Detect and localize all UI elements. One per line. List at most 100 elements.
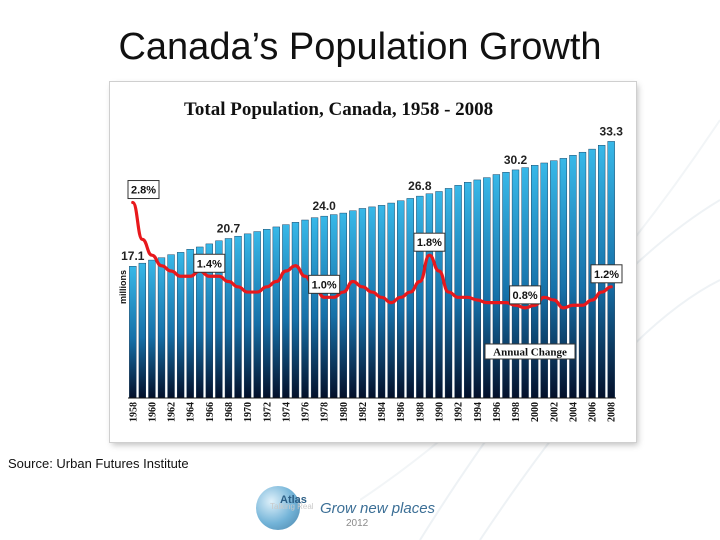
bar-1972: [263, 229, 271, 399]
change-label-box: [590, 264, 623, 284]
population-chart: Total Population, Canada, 1958 - 2008 mi…: [110, 82, 636, 442]
chart-title: Total Population, Canada, 1958 - 2008: [184, 99, 493, 120]
bar-label-1998: 30.2: [504, 153, 528, 167]
change-label-box: [308, 274, 341, 294]
change-label-text: 1.2%: [594, 269, 619, 281]
bar-1997: [502, 172, 510, 399]
change-label-1989: 1.8%: [413, 232, 446, 252]
change-label-box: [127, 180, 160, 200]
x-tick-1996: 1996: [492, 402, 503, 422]
bar-1984: [377, 205, 386, 399]
bar-1976: [301, 219, 309, 399]
change-label-1999: 0.8%: [509, 285, 542, 305]
bar-1983: [368, 206, 376, 399]
change-label-text: 1.8%: [417, 237, 442, 249]
bar-2003: [559, 158, 568, 399]
change-label-1966: 1.4%: [193, 253, 226, 273]
footer-tagline: Grow new places: [320, 500, 436, 517]
footer-year: 2012: [346, 518, 369, 529]
change-label-text: 1.4%: [197, 258, 222, 270]
globe-logo-icon: [256, 486, 300, 530]
bar-1982: [358, 208, 367, 399]
bar-1998: [511, 169, 520, 399]
bar-1999: [521, 167, 529, 399]
bar-label-1958: 17.1: [121, 249, 145, 263]
x-tick-1958: 1958: [128, 402, 139, 422]
source-note: Source: Urban Futures Institute: [8, 456, 189, 471]
annual-change-labels: 2.8% 1.4% 1.0% 1.8% 0.8% 1.2%: [127, 180, 623, 305]
bar-1961: [157, 257, 166, 399]
bar-1980: [339, 212, 347, 399]
change-label-text: 0.8%: [513, 290, 538, 302]
x-tick-2002: 2002: [549, 402, 560, 422]
bar-2005: [578, 151, 587, 399]
change-label-2008: 1.2%: [590, 264, 623, 284]
x-tick-1960: 1960: [147, 402, 158, 422]
x-tick-1990: 1990: [434, 402, 445, 422]
bar-1994: [473, 179, 481, 399]
x-tick-1994: 1994: [473, 402, 484, 422]
change-label-1978: 1.0%: [308, 274, 341, 294]
y-axis-label: millions: [118, 270, 128, 304]
bar-1978: [320, 215, 328, 399]
x-tick-1988: 1988: [415, 402, 426, 422]
bar-1977: [310, 217, 319, 399]
bar-1995: [483, 177, 491, 399]
bar-label-2008: 33.3: [600, 124, 624, 138]
x-tick-1964: 1964: [186, 402, 197, 422]
bar-2000: [531, 165, 539, 399]
chart-legend: Annual Change: [484, 343, 576, 360]
bar-1975: [291, 222, 300, 399]
x-tick-2000: 2000: [530, 402, 541, 422]
x-tick-1980: 1980: [339, 402, 350, 422]
change-label-1958: 2.8%: [127, 180, 160, 200]
x-tick-labels: 1958 1960 1962 1964 1966 1968 1970 1972 1974 1976…: [128, 402, 617, 422]
bar-1979: [330, 214, 338, 399]
bar-1996: [492, 174, 501, 399]
x-tick-1968: 1968: [224, 402, 235, 422]
bar-value-labels: 17.1 20.7 24.0 26.8 30.2 33.3: [121, 124, 623, 263]
bar-label-1978: 24.0: [312, 199, 336, 213]
bar-1970: [243, 233, 252, 399]
x-tick-1966: 1966: [205, 402, 216, 422]
change-label-box: [413, 232, 446, 252]
legend-box: [484, 343, 576, 360]
chart-frame: Total Population, Canada, 1958 - 2008 mi…: [110, 82, 636, 442]
x-tick-1974: 1974: [281, 402, 292, 422]
bar-1990: [435, 191, 443, 399]
change-label-box: [509, 285, 542, 305]
x-tick-1986: 1986: [396, 402, 407, 422]
footer-logo: Talking Real Atlas Grow new places 2012: [250, 480, 510, 536]
change-label-text: 1.0%: [312, 279, 337, 291]
footer-brand: Atlas: [280, 494, 307, 506]
bar-1962: [167, 254, 175, 399]
bar-1960: [148, 259, 156, 399]
bar-1981: [349, 210, 357, 399]
bar-2004: [569, 155, 577, 399]
x-tick-1982: 1982: [358, 402, 369, 422]
bar-2001: [540, 162, 548, 399]
change-label-text: 2.8%: [131, 185, 156, 197]
x-tick-1976: 1976: [301, 402, 312, 422]
x-tick-1970: 1970: [243, 402, 254, 422]
annual-change-series: [131, 200, 613, 310]
bar-label-1968: 20.7: [217, 221, 241, 235]
bar-1969: [234, 235, 242, 399]
bar-1971: [253, 231, 261, 399]
bar-1968: [224, 238, 233, 399]
x-tick-2006: 2006: [588, 402, 599, 422]
annual-change-line: [131, 200, 613, 310]
bar-2002: [550, 160, 558, 399]
bar-1958: [129, 266, 137, 399]
bar-1959: [138, 262, 146, 399]
x-tick-1992: 1992: [454, 402, 465, 422]
change-label-box: [193, 253, 226, 273]
bar-1992: [454, 185, 462, 399]
bar-label-1988: 26.8: [408, 179, 432, 193]
slide-title: Canada’s Population Growth: [118, 26, 602, 68]
bar-1989: [425, 193, 434, 399]
x-tick-1972: 1972: [262, 402, 273, 422]
bar-1973: [272, 226, 280, 399]
bar-1964: [186, 249, 194, 399]
x-tick-2004: 2004: [568, 402, 579, 422]
